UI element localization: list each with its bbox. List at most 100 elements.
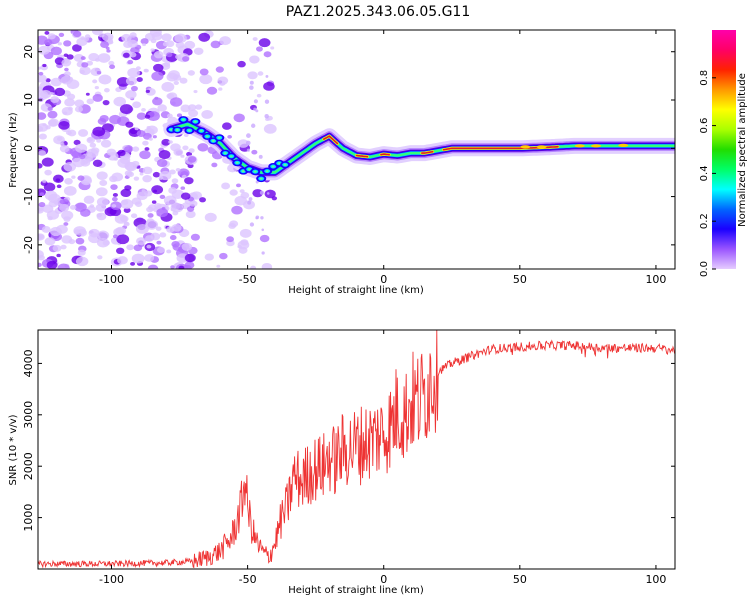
snr-panel: -100 -50 0 50 100 1000 2000 3000 4000 Height of… (8, 329, 676, 596)
y-tick-label: 4000 (22, 349, 35, 377)
noise-point (74, 99, 85, 108)
noise-point (154, 96, 159, 100)
noise-point (144, 254, 155, 262)
ridge-spot (591, 144, 602, 148)
noise-point (76, 37, 88, 47)
noise-point (102, 32, 114, 42)
noise-point (38, 74, 47, 83)
noise-point (67, 106, 73, 111)
noise-point (129, 32, 137, 38)
noise-point (236, 183, 241, 188)
noise-point (98, 74, 112, 85)
x-tick-label: 0 (380, 573, 387, 586)
noise-point (75, 237, 85, 245)
noise-point (169, 235, 177, 241)
noise-point (92, 79, 98, 84)
noise-point (218, 87, 223, 91)
noise-point (89, 142, 97, 148)
noise-point (59, 203, 70, 212)
noise-point (127, 67, 140, 78)
noise-point (49, 92, 54, 96)
noise-point (38, 163, 43, 169)
noise-point (130, 85, 138, 92)
noise-point (156, 158, 168, 168)
noise-point (66, 54, 74, 60)
noise-point (97, 118, 107, 125)
ridge-blob (211, 139, 215, 142)
colorbar-tick-label: 0.0 (699, 261, 710, 277)
x-tick-label: -50 (239, 573, 257, 586)
noise-point (46, 260, 58, 269)
noise-point (144, 114, 151, 119)
noise-point (47, 110, 58, 119)
noise-point (60, 75, 73, 85)
noise-point (96, 212, 107, 221)
ridge-core (322, 134, 629, 159)
noise-point (154, 202, 162, 209)
noise-point (152, 135, 157, 139)
noise-point (69, 204, 77, 210)
noise-point (153, 50, 164, 59)
noise-point (64, 71, 71, 77)
noise-point (151, 185, 164, 195)
noise-point (264, 99, 270, 104)
noise-point (270, 46, 275, 50)
noise-point (142, 175, 152, 183)
noise-point (97, 255, 103, 260)
noise-point (80, 208, 91, 217)
noise-point (67, 129, 77, 137)
noise-point (47, 33, 56, 40)
ridge-blob (235, 161, 239, 164)
noise-point (179, 77, 188, 84)
noise-point (38, 262, 42, 267)
noise-point (119, 155, 131, 165)
spectrogram-x-ticks: -100 -50 0 50 100 (99, 30, 666, 286)
noise-point (82, 160, 88, 165)
noise-point (58, 120, 70, 130)
noise-point (182, 56, 190, 62)
noise-point (180, 192, 191, 200)
ridge-core-inner (380, 153, 390, 156)
noise-point (96, 138, 102, 143)
noise-point (45, 78, 51, 83)
noise-point (122, 52, 130, 58)
noise-point (255, 215, 260, 220)
noise-point (56, 253, 61, 258)
noise-point (56, 136, 63, 142)
noise-point (148, 137, 153, 141)
noise-point (161, 33, 172, 42)
noise-point (94, 86, 99, 90)
noise-point (108, 60, 115, 66)
noise-point (261, 262, 273, 269)
noise-point (142, 140, 149, 146)
figure-title: PAZ1.2025.343.06.05.G11 (286, 4, 471, 20)
noise-point (216, 264, 221, 268)
noise-point (113, 96, 127, 107)
noise-point (249, 85, 254, 90)
noise-point (120, 188, 132, 198)
noise-point (139, 150, 151, 160)
noise-point (256, 46, 263, 52)
noise-point (42, 179, 47, 183)
noise-point (156, 240, 162, 245)
noise-point (77, 249, 86, 256)
noise-point (136, 130, 146, 138)
noise-point (193, 47, 204, 55)
noise-point (177, 57, 182, 61)
noise-point (117, 256, 128, 265)
ridge-blob (241, 170, 245, 173)
noise-point (166, 52, 173, 58)
noise-point (145, 89, 150, 93)
noise-point (38, 250, 44, 259)
noise-point (44, 237, 56, 246)
noise-point (166, 249, 172, 254)
noise-point (130, 261, 136, 266)
snr-plot-area (38, 330, 675, 569)
noise-point (187, 156, 197, 163)
noise-point (58, 32, 65, 37)
noise-point (264, 189, 276, 199)
noise-point (126, 171, 134, 178)
noise-point (249, 55, 260, 64)
noise-point (120, 199, 134, 210)
noise-point (112, 234, 118, 239)
